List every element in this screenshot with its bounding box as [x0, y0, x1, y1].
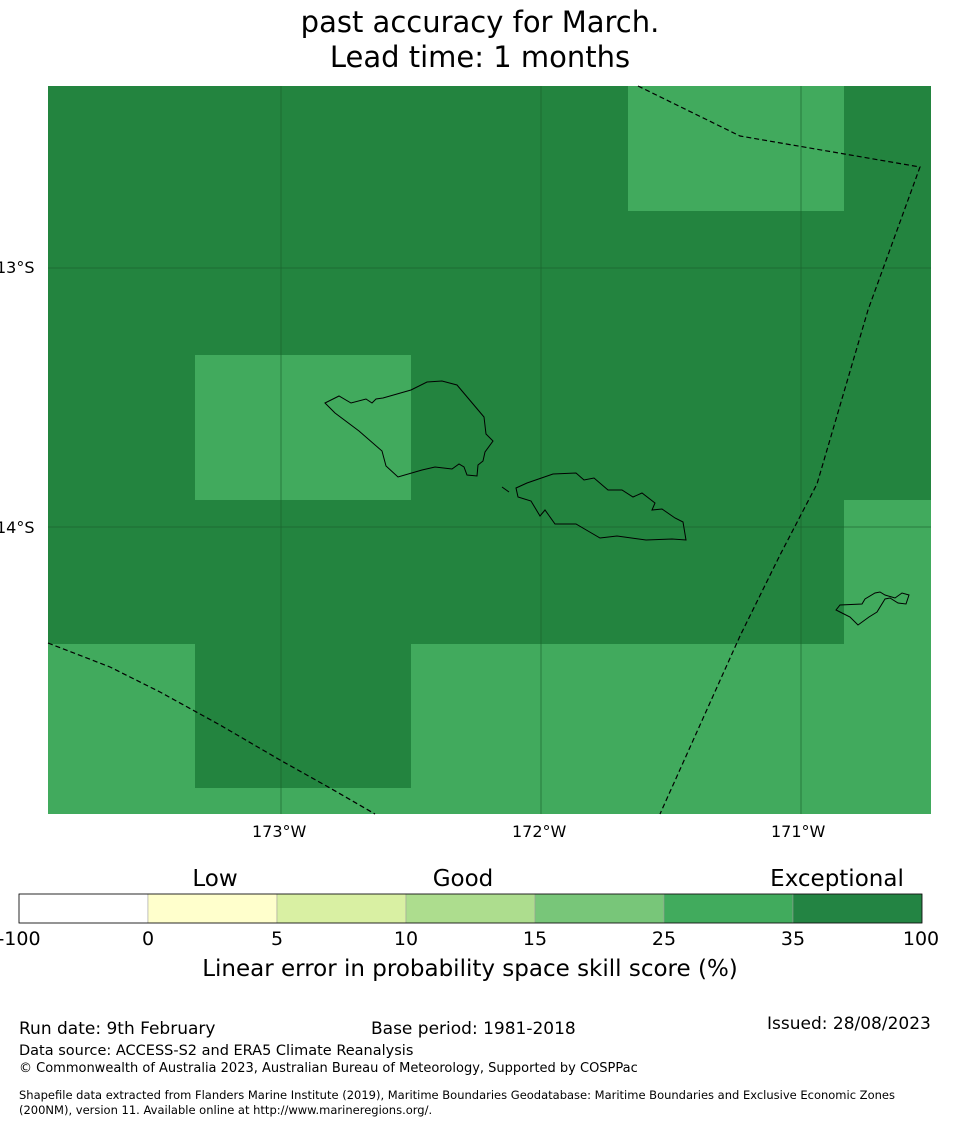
- colorbar-swatch: [792, 893, 923, 924]
- colorbar-tick: 5: [270, 928, 284, 950]
- data-source: Data source: ACCESS-S2 and ERA5 Climate …: [19, 1043, 414, 1059]
- issued-date: Issued: 28/08/2023: [767, 1014, 931, 1034]
- shapefile-credit-line-2: (200NM), version 11. Available online at…: [19, 1103, 433, 1117]
- colorbar: [18, 893, 923, 924]
- colorbar-tick: 35: [780, 928, 806, 950]
- colorbar-label: Linear error in probability space skill …: [202, 956, 738, 982]
- colorbar-tick: 0: [141, 928, 155, 950]
- skill-cell: [844, 500, 931, 814]
- shapefile-credit-line-1: Shapefile data extracted from Flanders M…: [19, 1088, 895, 1102]
- latitude-tick: 14°S: [0, 518, 35, 537]
- skill-cell: [411, 644, 844, 814]
- colorbar-swatch: [534, 893, 665, 924]
- colorbar-swatch: [18, 893, 149, 924]
- island-manono: [501, 486, 510, 493]
- colorbar-tick: 15: [522, 928, 548, 950]
- skill-cell: [48, 644, 195, 814]
- colorbar-category-good: Good: [432, 866, 494, 892]
- skill-cell: [195, 788, 411, 814]
- island-upolu: [515, 472, 687, 541]
- longitude-tick: 171°W: [771, 822, 826, 841]
- colorbar-category-exceptional: Exceptional: [770, 866, 904, 892]
- coastlines: [324, 380, 910, 626]
- colorbar-tick: 10: [393, 928, 419, 950]
- map-gridlines: [48, 86, 931, 814]
- colorbar-swatch: [276, 893, 407, 924]
- longitude-tick: 172°W: [512, 822, 567, 841]
- island-savaii: [324, 380, 494, 478]
- island-tutuila: [835, 591, 910, 626]
- skill-map: [47, 85, 931, 815]
- colorbar-tick: 25: [651, 928, 677, 950]
- copyright: © Commonwealth of Australia 2023, Austra…: [19, 1061, 638, 1076]
- colorbar-tick: -100: [0, 928, 41, 950]
- colorbar-swatch: [663, 893, 794, 924]
- longitude-tick: 173°W: [252, 822, 307, 841]
- map-title-line-2: Lead time: 1 months: [329, 40, 631, 74]
- run-date: Run date: 9th February: [19, 1019, 216, 1039]
- colorbar-frame: [18, 893, 923, 924]
- colorbar-swatch: [147, 893, 278, 924]
- skill-cell: [628, 86, 844, 211]
- colorbar-swatch: [405, 893, 536, 924]
- map-title-line-1: past accuracy for March.: [300, 5, 660, 39]
- base-period: Base period: 1981-2018: [371, 1019, 576, 1039]
- maritime-boundaries: [47, 85, 921, 815]
- colorbar-category-low: Low: [192, 866, 238, 892]
- colorbar-tick: 100: [902, 928, 940, 950]
- latitude-tick: 13°S: [0, 258, 35, 277]
- skill-cell: [195, 355, 411, 500]
